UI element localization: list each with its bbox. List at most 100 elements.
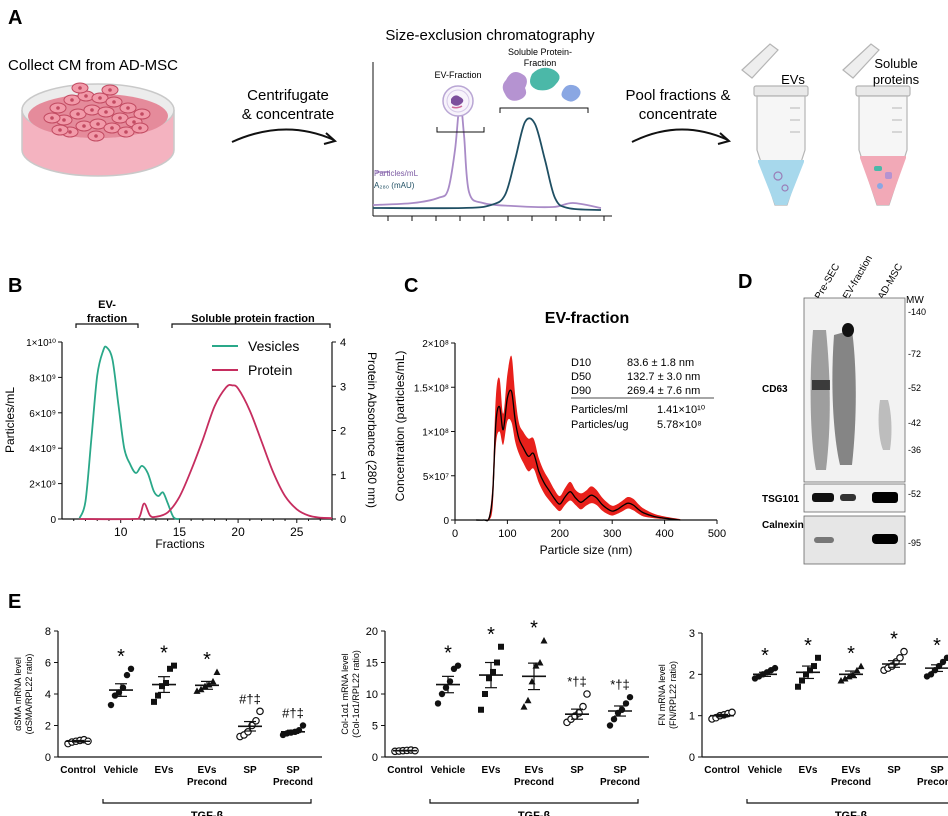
b-ytick-right-label-0: 0 [340,514,346,526]
cell-nucleus-17 [94,134,98,138]
e4-point-2-1 [799,677,805,684]
b-xtick-label-0: 10 [114,525,128,539]
e3-ytick-label-4: 20 [366,626,378,638]
e4-cat-5-1: Precond [917,777,948,788]
e4-point-2-3 [807,667,813,674]
e2-cat-3-1: Precond [187,777,227,788]
cell-nucleus-9 [104,110,108,114]
e2-annotation-2: * [160,643,168,665]
e2-point-2-1 [155,692,161,699]
e2-ylabel-2: (αSMA/RPL22 ratio) [24,654,34,735]
e4-tgf-label: TGF-β [835,810,868,816]
cell-nucleus-12 [82,124,86,128]
e3-point-3-0 [520,703,528,710]
e3-annotation-1: * [444,643,452,665]
e3-point-5-0 [606,722,614,729]
e3-ytick-label-1: 5 [372,721,378,733]
e3-ylabel-1: Col-1α1 mRNA level [340,653,350,734]
cd63-strong-band-presec [812,380,830,390]
cell-nucleus-1 [70,98,74,102]
e4-point-4-5 [900,647,908,656]
e2-annotation-1: * [117,646,125,668]
e4-cat-5-0: SP [930,765,944,776]
collect-cm-label: Collect CM from AD-MSC [8,57,178,74]
lane-ev-fraction: EV-fraction [841,254,875,302]
b-ytick-right-label-4: 4 [340,337,346,349]
e3-cat-2-0: EVs [482,765,501,776]
e3-annotation-3: * [530,617,538,639]
protein-tube-icon [842,43,911,206]
centrifugate-label: Centrifugate [247,87,329,104]
cell-nucleus-0 [56,106,60,110]
tsg101-band-presec [812,493,834,502]
e2-point-2-2 [159,683,165,690]
soluble-bracket [499,107,589,113]
e2-point-5-5 [299,722,307,729]
e2-ytick-label-4: 8 [45,626,51,638]
e3-point-3-5 [540,636,548,644]
e3-ytick-label-2: 10 [366,689,378,701]
stat-label-2: D90 [571,385,591,397]
panel-c: C EV-fraction 0 100 200 300 400 500 0 5×10⁷ 1×10… [393,275,726,557]
sec-title: Size-exclusion chromatography [385,27,595,44]
b-xtick-label-1: 15 [173,525,187,539]
e3-ytick-label-3: 15 [366,658,378,670]
calnexin-band-admsc [872,534,898,544]
e3-ylabel-2: (Col-1α1/RPL22 ratio) [351,650,361,738]
b-xtick-label-3: 25 [290,525,304,539]
b-ytick-right-label-1: 1 [340,470,346,482]
sec-particles-curve [372,101,602,209]
soluble-protein-bracket-label: Soluble protein fraction [191,313,315,325]
panel-c-axes: 0 100 200 300 400 500 0 5×10⁷ 1×10⁸ 1.5×10⁸ 2×10⁸ [414,339,726,540]
e3-ytick-label-0: 0 [372,752,378,764]
e3-point-3-4 [536,659,544,666]
stat-value-1: 132.7 ± 3.0 nm [627,371,700,383]
legend-a280-label: A₂₈₀ (mAU) [374,181,415,190]
e2-cat-4-0: SP [243,765,257,776]
e2-ytick-label-0: 0 [45,752,51,764]
e2-point-2-5 [171,662,177,669]
panel-b-label: B [8,275,22,297]
c-xtick-label-4: 400 [655,528,673,540]
legend-protein-label: Protein [248,362,292,378]
e2-annotation-4: #†‡ [239,691,261,706]
e3-point-2-3 [490,668,496,675]
vesicles-line [78,345,180,520]
cd63-band-admsc [878,400,892,450]
cd63-mw-4: -36 [908,445,921,455]
ev-fraction-bracket-line2: fraction [87,313,128,325]
e4-point-5-1 [927,671,935,678]
e2-cat-0-0: Control [60,765,96,776]
e4-point-1-5 [771,664,779,672]
tube-soluble-label: Soluble [874,56,917,71]
c-ytick-label-1: 5×10⁷ [423,472,450,483]
e3-point-2-0 [478,706,484,713]
fn-chart: 0 1 2 3 FN mRNA level (FN/RPL22 ratio) Control… [657,628,948,816]
mean-size-line [475,389,681,522]
e4-ytick-label-0: 0 [689,752,695,764]
e2-ytick-label-3: 6 [45,658,51,670]
cell-nucleus-21 [78,86,82,90]
e2-cat-5-1: Precond [273,777,313,788]
sec-x-ticks [387,216,605,221]
b-ytick-left-label-4: 8×10⁹ [29,373,56,384]
cell-nucleus-14 [110,126,114,130]
panel-d: D Pre-SEC EV-fraction AD-MSC MW CD63 -14… [738,254,926,565]
e2-tgf-bracket [102,799,312,804]
e3-tgf-label: TGF-β [518,810,551,816]
c-ytick-label-0: 0 [443,516,449,527]
e4-cat-3-0: EVs [842,765,861,776]
arrow-1-head-icon [323,132,338,145]
sd-band [476,355,681,521]
e3-point-5-4 [622,700,630,707]
ev-fraction-bracket-line1: EV- [98,299,116,311]
e2-cat-1-0: Vehicle [104,765,139,776]
stat-label-3: Particles/ml [571,404,628,416]
e4-cat-2-0: EVs [799,765,818,776]
b-xtick-label-2: 20 [231,525,245,539]
cell-nucleus-5 [126,106,130,110]
pool-concentrate-label: concentrate [639,106,717,123]
cell-nucleus-10 [118,116,122,120]
arrow-1-icon [231,128,335,143]
e2-annotation-3: * [203,649,211,671]
